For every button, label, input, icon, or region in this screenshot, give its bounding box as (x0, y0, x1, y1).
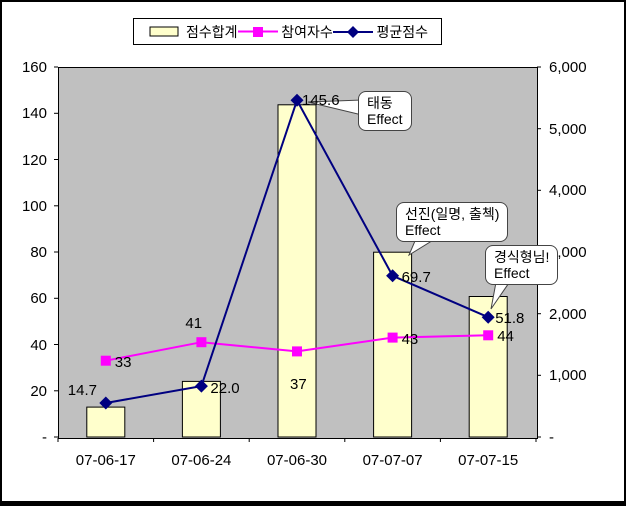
data-label-average: 69.7 (401, 268, 431, 286)
right-axis-tick-label: 1,000 (549, 367, 587, 385)
square-line-icon (238, 27, 279, 37)
data-label-participants: 41 (185, 315, 203, 333)
left-axis-tick-label: 40 (30, 336, 47, 354)
right-axis-tick-label: 2,000 (549, 305, 587, 323)
marker-diamond (99, 396, 113, 410)
right-axis-tick-label: - (549, 429, 554, 446)
marker-square (483, 330, 494, 341)
legend-item-average: 평균점수 (333, 22, 428, 42)
callout-line: 경식형님! (494, 249, 550, 265)
x-axis-category-label: 07-07-07 (362, 452, 423, 469)
diamond-line-icon (333, 25, 374, 38)
data-label-participants: 44 (497, 328, 514, 346)
callout-line: Effect (367, 111, 403, 127)
bar-score-total (373, 251, 413, 438)
x-axis-category-label: 07-06-24 (171, 452, 232, 469)
legend-item-participants: 참여자수 (238, 22, 333, 42)
marker-diamond (481, 310, 495, 324)
right-axis-tick-label: 4,000 (549, 182, 587, 200)
x-axis-category-label: 07-07-15 (458, 452, 519, 469)
bar-score-total (86, 406, 126, 438)
callout-kyungsik: 경식형님! Effect (485, 245, 559, 285)
data-label-average: 51.8 (495, 310, 525, 328)
left-axis-tick-label: 120 (21, 151, 47, 169)
callout-line: 태동 (367, 95, 393, 111)
marker-square (387, 332, 398, 343)
legend-item-score-total: 점수합계 (147, 22, 238, 42)
legend: 점수합계 참여자수 평균점수 (133, 18, 442, 45)
callout-taedong: 태동 Effect (358, 91, 412, 131)
right-axis-tick-label: 5,000 (549, 120, 587, 138)
marker-diamond (194, 379, 208, 393)
marker-square (196, 337, 207, 348)
legend-label: 점수합계 (186, 23, 238, 40)
left-axis-tick-label: 100 (21, 197, 47, 215)
left-axis-tick-label: 160 (21, 59, 47, 76)
data-label-participants: 33 (114, 353, 132, 371)
marker-diamond (290, 93, 304, 107)
x-axis-category-label: 07-06-17 (75, 452, 136, 469)
callout-line: 선진(일명, 출첵) (405, 206, 500, 222)
data-label-average: 145.6 (302, 92, 340, 110)
data-label-average: 14.7 (67, 382, 97, 399)
data-label-participants: 43 (401, 330, 419, 348)
callout-line: Effect (494, 265, 530, 281)
legend-label: 평균점수 (376, 23, 428, 40)
callout-seonjin: 선진(일명, 출첵) Effect (396, 202, 509, 242)
marker-square (100, 355, 111, 366)
right-axis-tick-label: 3,000 (549, 244, 587, 261)
left-axis-tick-label: - (42, 429, 47, 446)
bar-swatch-icon (149, 26, 179, 37)
left-axis-tick-label: 80 (30, 244, 47, 261)
left-axis-tick-label: 20 (30, 382, 47, 400)
marker-square (292, 346, 302, 357)
x-axis-category-label: 07-06-30 (266, 452, 328, 469)
left-axis-tick-label: 60 (30, 290, 47, 308)
left-axis-tick-label: 140 (21, 105, 47, 123)
data-label-participants: 37 (290, 376, 307, 394)
right-axis-tick-label: 6,000 (549, 59, 587, 76)
bar-score-total (277, 104, 317, 438)
legend-label: 참여자수 (281, 23, 333, 40)
data-label-average: 22.0 (210, 380, 240, 398)
marker-diamond (386, 269, 400, 283)
callout-line: Effect (405, 222, 441, 238)
